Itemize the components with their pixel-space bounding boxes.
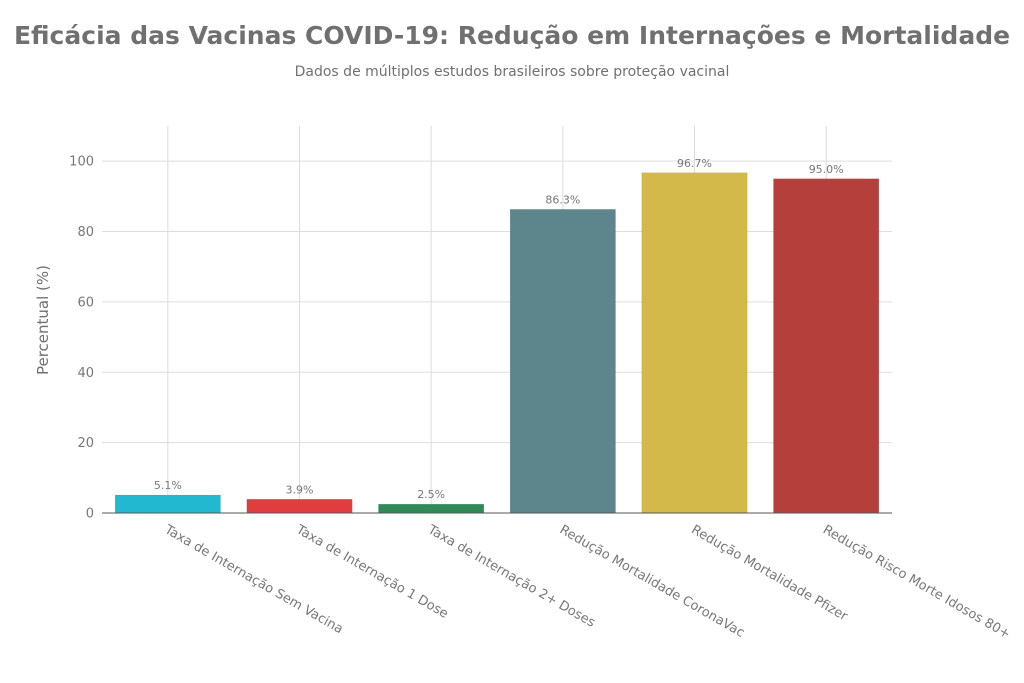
y-axis-title: Percentual (%) [34,265,52,375]
y-tick-label: 0 [86,507,94,522]
bar-value-label: 2.5% [417,488,445,501]
bar-value-label: 3.9% [286,483,314,496]
y-tick-label: 40 [77,366,94,381]
bars [114,172,880,514]
y-axis-ticks: 0 20 40 60 80 100 [69,155,94,522]
bar-value-label: 86.3% [545,193,580,206]
data-labels: 5.1% 3.9% 2.5% 86.3% 96.7% 95.0% [154,157,844,501]
bar [773,178,880,514]
y-tick-label: 80 [77,225,94,240]
x-tick-label: Redução Risco Morte Idosos 80+ [820,522,1013,642]
bar [246,499,353,514]
bar [114,494,221,514]
bar [378,503,485,514]
bar-value-label: 5.1% [154,479,182,492]
chart-subtitle: Dados de múltiplos estudos brasileiros s… [295,64,730,80]
bar-value-label: 96.7% [677,157,712,170]
y-tick-label: 20 [77,436,94,451]
y-tick-label: 100 [69,155,94,170]
bar [641,172,748,514]
bar [509,209,616,514]
bar-value-label: 95.0% [809,163,844,176]
chart-title: Eficácia das Vacinas COVID-19: Redução e… [14,21,1010,50]
y-tick-label: 60 [77,295,94,310]
